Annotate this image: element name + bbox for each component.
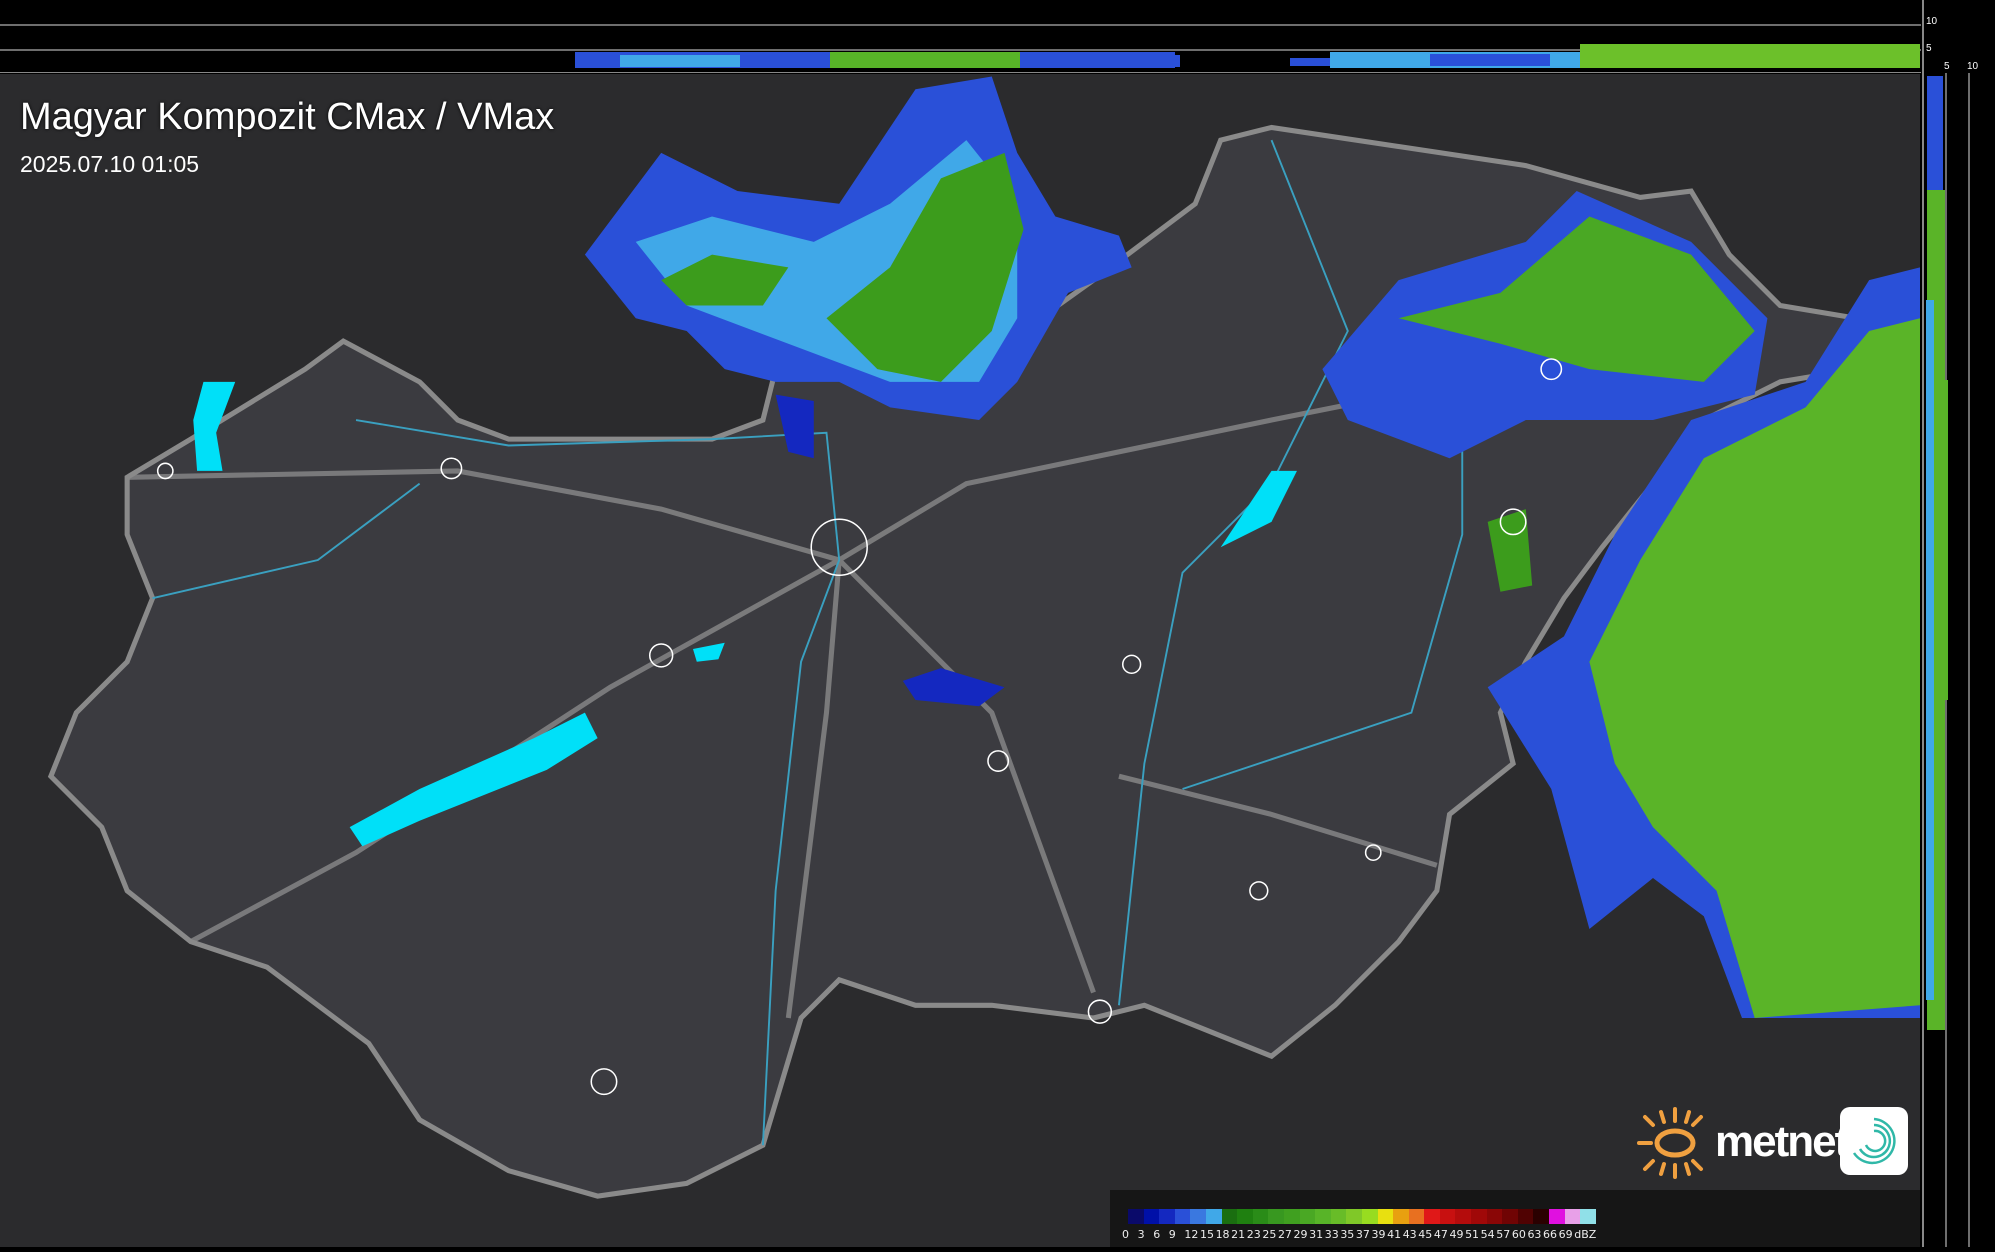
precipitation-echoes	[584, 76, 1920, 1018]
sun-icon	[1637, 1107, 1703, 1179]
legend-swatch	[1315, 1209, 1331, 1224]
legend-swatch	[1128, 1209, 1144, 1224]
legend-swatch	[1221, 1209, 1238, 1224]
map-title: Magyar Kompozit CMax / VMax	[20, 96, 555, 138]
legend-label: 31	[1309, 1228, 1324, 1241]
scale-tick: 10	[1926, 16, 1938, 27]
legend-swatch	[1455, 1209, 1472, 1224]
legend-swatch	[1533, 1209, 1550, 1224]
rivers	[152, 139, 1464, 1146]
legend-unit: dBZ	[1574, 1228, 1597, 1241]
legend-swatch	[1549, 1209, 1565, 1224]
top-profile-chart	[0, 24, 1921, 68]
legend-label: 27	[1277, 1228, 1292, 1241]
legend-swatch	[1330, 1209, 1347, 1224]
legend-swatch	[1471, 1209, 1487, 1224]
legend-label: 60	[1511, 1228, 1526, 1241]
legend-label: 25	[1262, 1228, 1277, 1241]
legend-swatch	[1424, 1209, 1440, 1224]
legend-label: 51	[1465, 1228, 1480, 1241]
legend-label: 12	[1184, 1228, 1199, 1241]
scale-tick: 10	[1967, 61, 1979, 72]
legend-label: 23	[1246, 1228, 1261, 1241]
legend-label: 54	[1480, 1228, 1495, 1241]
legend-swatch	[1439, 1209, 1456, 1224]
vertical-profile-top	[0, 0, 1921, 73]
lake-neusiedl	[193, 381, 236, 471]
legend-label: 63	[1527, 1228, 1542, 1241]
map-timestamp: 2025.07.10 01:05	[20, 151, 200, 177]
legend-swatch	[1377, 1209, 1394, 1224]
legend-labels: 0 3 6 9 12 15 18 21 23 25 27 29 31 33 35 37 39 41 43 45 47 49…	[1122, 1228, 1598, 1241]
legend-label: 49	[1449, 1228, 1464, 1241]
legend-swatch	[1283, 1209, 1300, 1224]
vertical-profile-right: 10 5 5 10	[1922, 0, 1995, 1247]
legend-swatch	[1393, 1209, 1409, 1224]
legend-label: 37	[1355, 1228, 1370, 1241]
legend-label: 35	[1340, 1228, 1355, 1241]
legend-swatch	[1268, 1209, 1284, 1224]
legend-label: 66	[1543, 1228, 1558, 1241]
legend-swatch	[1408, 1209, 1425, 1224]
legend-label: 39	[1371, 1228, 1386, 1241]
logo-text: metnet	[1715, 1117, 1849, 1166]
legend-swatch	[1237, 1209, 1253, 1224]
scale-tick: 5	[1944, 61, 1950, 72]
legend-swatch	[1299, 1209, 1316, 1224]
dbz-color-legend: 0 3 6 9 12 15 18 21 23 25 27 29 31 33 35 37 39 41 43 45 47 49…	[1110, 1190, 1920, 1247]
legend-label: 33	[1324, 1228, 1339, 1241]
legend-label: 18	[1215, 1228, 1230, 1241]
legend-swatch	[1252, 1209, 1269, 1224]
lake-tisza	[1220, 470, 1297, 548]
legend-label: 47	[1433, 1228, 1448, 1241]
legend-label: 45	[1418, 1228, 1433, 1241]
metnet-logo: metnet	[1635, 1103, 1849, 1181]
lake-velence	[692, 642, 725, 662]
legend-swatch	[1205, 1209, 1222, 1224]
right-profile-chart	[1926, 73, 1970, 1247]
legend-label: 0	[1122, 1228, 1129, 1241]
legend-label: 3	[1137, 1228, 1145, 1241]
legend-swatch	[1564, 1209, 1581, 1224]
legend-swatch	[1361, 1209, 1378, 1224]
legend-label: 69	[1558, 1228, 1573, 1241]
legend-swatch	[1190, 1209, 1206, 1224]
lakes	[193, 381, 1297, 847]
legend-label: 29	[1293, 1228, 1308, 1241]
legend-swatch	[1346, 1209, 1362, 1224]
radar-map[interactable]	[0, 74, 1920, 1247]
legend-label: 6	[1153, 1228, 1161, 1241]
lake-balaton	[349, 712, 598, 847]
legend-swatch	[1174, 1209, 1191, 1224]
cities	[156, 358, 1563, 1096]
scale-tick: 5	[1926, 43, 1932, 54]
legend-swatches	[1128, 1209, 1596, 1224]
legend-label: 15	[1199, 1228, 1214, 1241]
legend-swatch	[1502, 1209, 1518, 1224]
legend-label: 41	[1387, 1228, 1402, 1241]
legend-swatch	[1517, 1209, 1534, 1224]
legend-swatch	[1580, 1209, 1596, 1224]
swirl-logo-icon	[1840, 1107, 1908, 1175]
legend-swatch	[1143, 1209, 1160, 1224]
legend-label: 43	[1402, 1228, 1417, 1241]
legend-swatch	[1486, 1209, 1503, 1224]
legend-swatch	[1159, 1209, 1175, 1224]
legend-label: 21	[1231, 1228, 1246, 1241]
legend-label: 9	[1168, 1228, 1176, 1241]
legend-label: 57	[1496, 1228, 1511, 1241]
